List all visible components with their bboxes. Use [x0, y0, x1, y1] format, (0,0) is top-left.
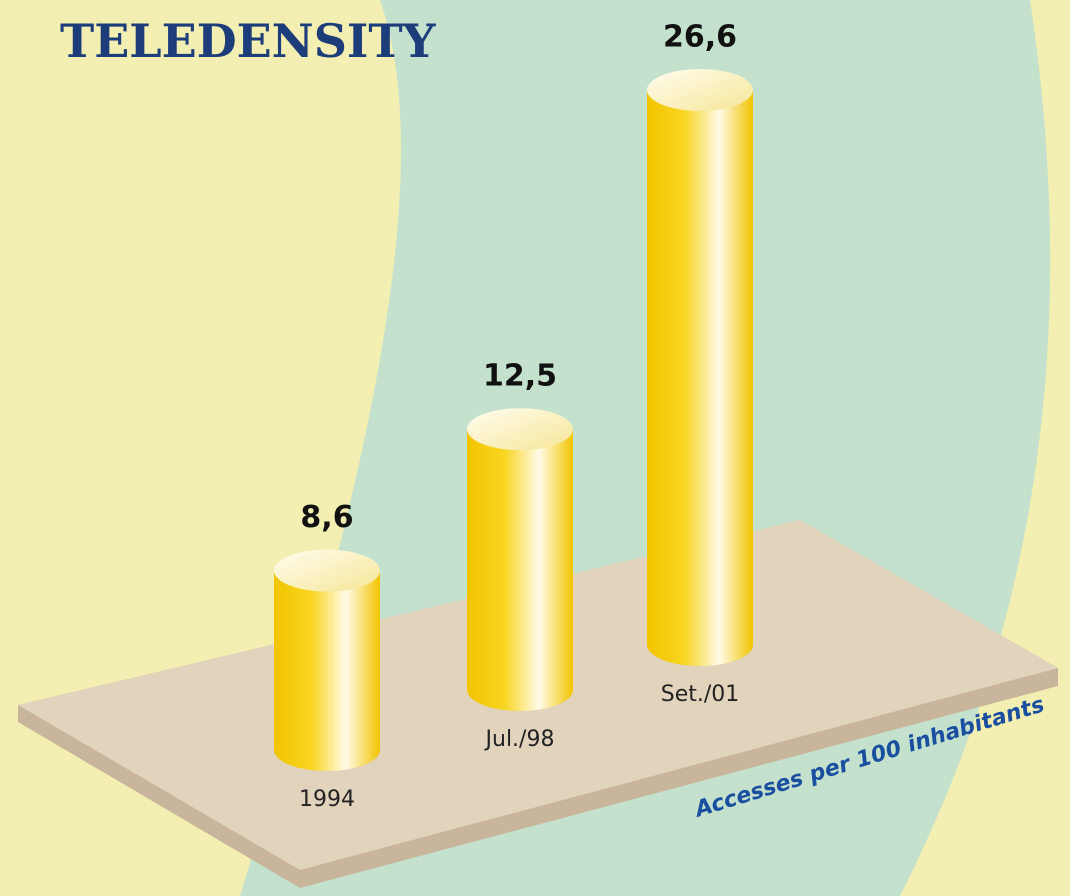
x-tick-label: 1994 — [299, 787, 355, 812]
value-label: 12,5 — [483, 359, 557, 394]
cylinder-top — [647, 69, 753, 111]
value-label: 8,6 — [300, 500, 353, 535]
cylinder-top — [467, 408, 573, 451]
value-label: 26,6 — [663, 20, 737, 55]
cylinder — [647, 90, 753, 666]
cylinder-top — [274, 549, 380, 592]
cylinder — [467, 429, 573, 711]
chart-title: TELEDENSITY — [60, 14, 437, 68]
x-tick-label: Jul./98 — [484, 727, 555, 752]
cylinder — [274, 570, 380, 771]
x-tick-label: Set./01 — [661, 682, 740, 707]
